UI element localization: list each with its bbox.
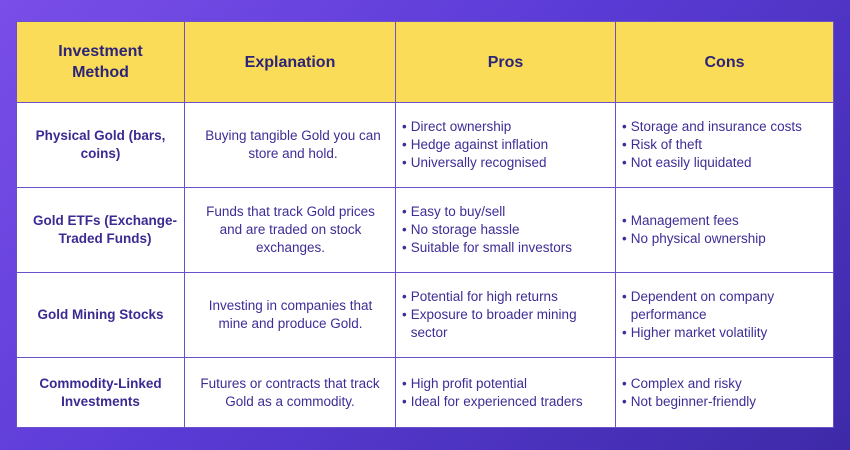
list-item: • High profit potential xyxy=(402,375,528,391)
list-item: • Not easily liquidated xyxy=(622,155,752,170)
list-item: • Easy to buy/sell xyxy=(402,204,506,219)
list-item: • Direct ownership xyxy=(402,119,512,134)
pros-cell: • Potential for high returns • Exposure to… xyxy=(395,272,616,358)
method-cell: Gold ETFs (Exchange-Traded Funds) xyxy=(16,187,185,273)
list-item: • Ideal for experienced traders xyxy=(402,393,583,409)
list-item: • Not beginner-friendly xyxy=(622,393,757,409)
explanation-cell: Investing in companies that mine and pro… xyxy=(184,272,396,358)
pros-cell: • Easy to buy/sell • No storage hassle • Su… xyxy=(395,187,616,273)
list-item: • Risk of theft xyxy=(622,137,703,152)
list-item: • Potential for high returns xyxy=(402,289,558,304)
header-pros: Pros xyxy=(395,21,616,103)
header-investment-method: Investment Method xyxy=(16,21,185,103)
explanation-cell: Buying tangible Gold you can store and h… xyxy=(184,102,396,188)
investment-comparison-table: Investment Method Explanation Pros Cons … xyxy=(16,21,834,428)
list-item: • Storage and insurance costs xyxy=(622,119,802,134)
explanation-cell: Funds that track Gold prices and are tra… xyxy=(184,187,396,273)
list-item: • No storage hassle xyxy=(402,222,520,237)
pros-cell: • High profit potential • Ideal for experi… xyxy=(395,357,616,428)
list-item: • Management fees xyxy=(622,213,739,228)
method-cell: Physical Gold (bars, coins) xyxy=(16,102,185,188)
list-item: • No physical ownership xyxy=(622,231,766,246)
table-row: Commodity-Linked Investments Futures or … xyxy=(16,357,834,428)
list-item: • Universally recognised xyxy=(402,155,547,170)
header-cons: Cons xyxy=(615,21,834,103)
table-row: Gold ETFs (Exchange-Traded Funds) Funds … xyxy=(16,187,834,273)
cons-cell: • Management fees • No physical ownership xyxy=(615,187,834,273)
list-item: • Higher market volatility xyxy=(622,325,768,340)
method-cell: Gold Mining Stocks xyxy=(16,272,185,358)
cons-cell: • Dependent on company performance • Highe… xyxy=(615,272,834,358)
table-row: Gold Mining Stocks Investing in companie… xyxy=(16,272,834,358)
pros-cell: • Direct ownership • Hedge against inflati… xyxy=(395,102,616,188)
cons-cell: • Complex and risky • Not beginner-friendl… xyxy=(615,357,834,428)
list-item: • Dependent on company performance xyxy=(622,289,775,322)
list-item: • Suitable for small investors xyxy=(402,240,573,255)
method-cell: Commodity-Linked Investments xyxy=(16,357,185,428)
list-item: • Complex and risky xyxy=(622,375,742,391)
cons-cell: • Storage and insurance costs • Risk of th… xyxy=(615,102,834,188)
list-item: • Hedge against inflation xyxy=(402,137,549,152)
list-item: • Exposure to broader mining sector xyxy=(402,307,577,340)
header-row: Investment Method Explanation Pros Cons xyxy=(16,21,834,103)
explanation-cell: Futures or contracts that track Gold as … xyxy=(184,357,396,428)
table-row: Physical Gold (bars, coins) Buying tangi… xyxy=(16,102,834,188)
header-explanation: Explanation xyxy=(184,21,396,103)
